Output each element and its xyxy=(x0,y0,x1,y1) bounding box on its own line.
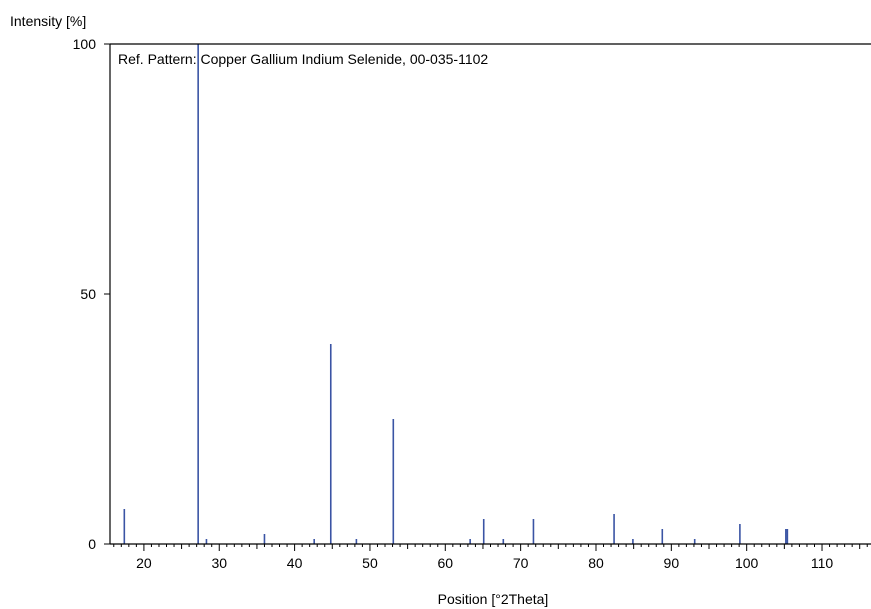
peaks-layer xyxy=(123,44,789,544)
y-tick-label: 0 xyxy=(88,536,96,552)
x-tick-label: 40 xyxy=(287,555,303,571)
y-tick-label: 100 xyxy=(73,36,97,52)
x-tick-label: 20 xyxy=(136,555,152,571)
y-axis-label: Intensity [%] xyxy=(10,13,86,29)
x-tick-label: 30 xyxy=(211,555,227,571)
x-tick-label: 90 xyxy=(664,555,680,571)
reference-pattern-annotation: Ref. Pattern: Copper Gallium Indium Sele… xyxy=(118,51,488,67)
axes-layer: 20 30 40 50 60 70 80 90 100 110 0 50 100 xyxy=(73,36,871,571)
x-tick-label: 60 xyxy=(438,555,454,571)
y-tick-label: 50 xyxy=(80,286,96,302)
x-tick-label: 110 xyxy=(811,555,834,571)
x-axis-label: Position [°2Theta] xyxy=(438,591,549,607)
x-tick-label: 100 xyxy=(735,555,759,571)
x-tick-label: 50 xyxy=(362,555,378,571)
x-tick-label: 80 xyxy=(588,555,604,571)
x-tick-label: 70 xyxy=(513,555,529,571)
